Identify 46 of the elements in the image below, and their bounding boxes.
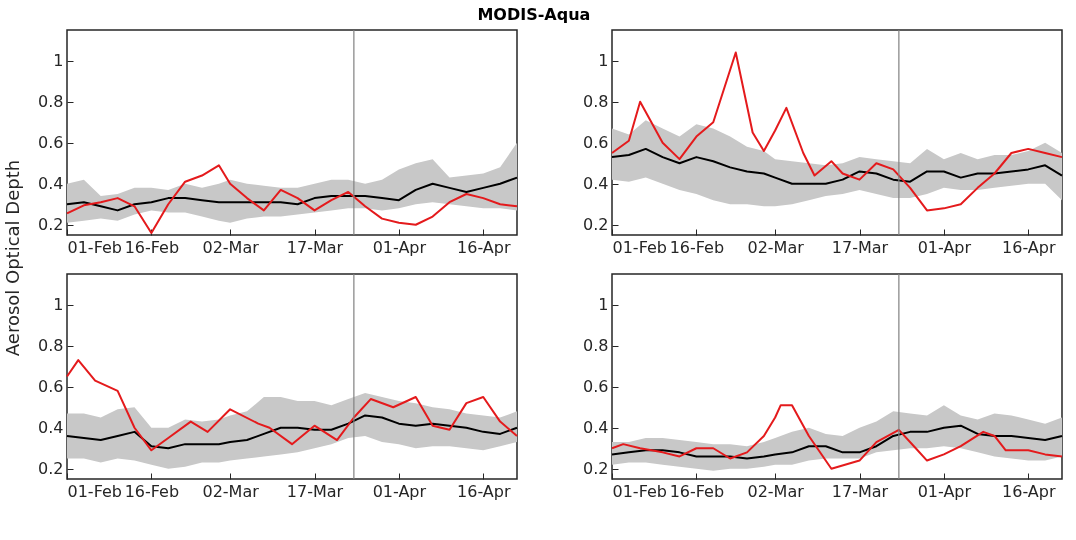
y-tick-label: 1 <box>53 295 64 315</box>
y-tick-label: 0.6 <box>583 377 609 397</box>
x-tick-label: 17-Mar <box>286 237 344 257</box>
y-tick-label: 0.6 <box>38 377 64 397</box>
x-tick-label: 17-Mar <box>831 237 889 257</box>
x-tick-label: 01-Apr <box>372 481 427 501</box>
y-tick-label: 0.8 <box>38 92 64 112</box>
y-tick-label: 0.8 <box>38 336 64 356</box>
x-tick-label: 16-Apr <box>1002 237 1056 257</box>
x-tick-label: 02-Mar <box>747 237 805 257</box>
x-tick-label: 17-Mar <box>286 481 344 501</box>
y-tick-label: 0.4 <box>38 174 64 194</box>
y-tick-label: 1 <box>598 51 609 71</box>
y-tick-label: 1 <box>598 295 609 315</box>
x-tick-label: 02-Mar <box>202 237 260 257</box>
x-tick-label: 16-Feb <box>669 237 725 257</box>
x-tick-label: 02-Mar <box>202 481 260 501</box>
y-tick-label: 0.8 <box>583 336 609 356</box>
x-tick-label: 16-Apr <box>457 481 511 501</box>
x-tick-label: 01-Apr <box>372 237 427 257</box>
y-tick-label: 1 <box>53 51 64 71</box>
y-tick-label: 0.2 <box>38 215 64 235</box>
x-tick-label: 01-Feb <box>612 481 667 501</box>
y-axis-title: Aerosol Optical Depth <box>2 159 23 357</box>
y-tick-label: 0.2 <box>583 215 609 235</box>
x-tick-label: 01-Apr <box>917 237 972 257</box>
x-tick-label: 17-Mar <box>831 481 889 501</box>
y-tick-label: 0.2 <box>583 459 609 479</box>
y-tick-label: 0.6 <box>583 133 609 153</box>
x-tick-label: 01-Apr <box>917 481 972 501</box>
x-tick-label: 16-Feb <box>124 481 180 501</box>
x-tick-label: 16-Feb <box>124 237 180 257</box>
y-tick-label: 0.2 <box>38 459 64 479</box>
y-tick-label: 0.4 <box>38 418 64 438</box>
x-tick-label: 16-Feb <box>669 481 725 501</box>
x-tick-label: 01-Feb <box>67 237 122 257</box>
y-tick-label: 0.6 <box>38 133 64 153</box>
y-tick-label: 0.4 <box>583 418 609 438</box>
chart-title: MODIS-Aqua <box>477 4 591 24</box>
x-tick-label: 16-Apr <box>457 237 511 257</box>
y-tick-label: 0.4 <box>583 174 609 194</box>
x-tick-label: 01-Feb <box>67 481 122 501</box>
x-tick-label: 16-Apr <box>1002 481 1056 501</box>
y-tick-label: 0.8 <box>583 92 609 112</box>
x-tick-label: 01-Feb <box>612 237 667 257</box>
x-tick-label: 02-Mar <box>747 481 805 501</box>
